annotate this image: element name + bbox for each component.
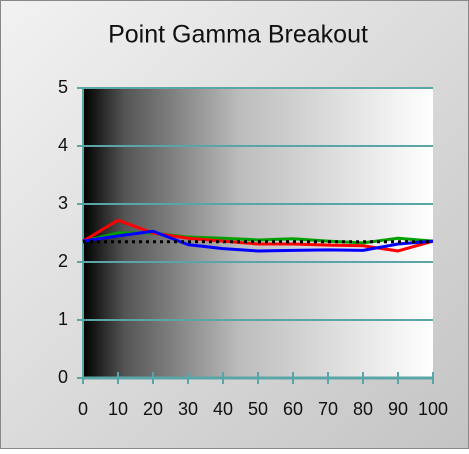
chart-title: Point Gamma Breakout: [108, 21, 368, 49]
x-tick-label: 30: [178, 399, 198, 419]
y-tick-label: 0: [58, 367, 68, 387]
series-line: [82, 229, 434, 253]
y-tick-label: 5: [58, 77, 68, 97]
y-tick-label: 3: [58, 193, 68, 213]
x-tick-label: 10: [108, 399, 128, 419]
x-tick-label: 0: [78, 399, 88, 419]
y-tick-label: 4: [58, 135, 68, 155]
x-tick-label: 100: [418, 399, 448, 419]
y-tick-label: 1: [58, 309, 68, 329]
x-tick-label: 70: [318, 399, 338, 419]
x-tick-label: 40: [213, 399, 233, 419]
x-tick-label: 80: [353, 399, 373, 419]
x-tick-label: 90: [388, 399, 408, 419]
x-tick-label: 50: [248, 399, 268, 419]
x-tick-label: 60: [283, 399, 303, 419]
y-tick-label: 2: [58, 251, 68, 271]
x-tick-label: 20: [143, 399, 163, 419]
